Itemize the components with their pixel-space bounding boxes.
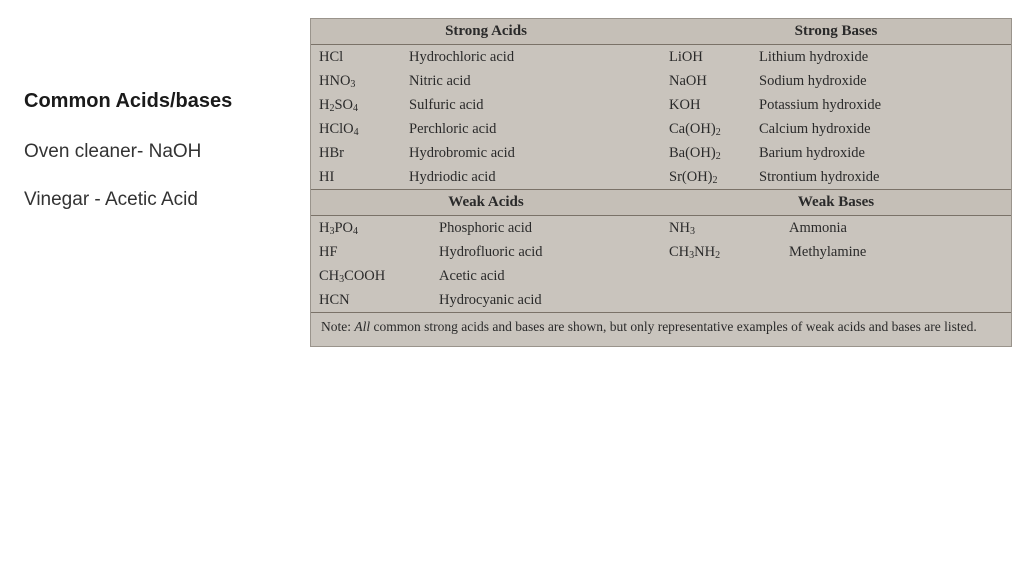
note-rest: common strong acids and bases are shown,…	[370, 319, 977, 334]
col-weak-bases: NH3AmmoniaCH3NH2Methylamine	[661, 216, 1011, 312]
formula: Ba(OH)2	[669, 145, 759, 162]
weak-rows: H3PO4Phosphoric acidHFHydrofluoric acidC…	[311, 216, 1011, 312]
compound-name: Acetic acid	[439, 268, 653, 285]
formula: KOH	[669, 97, 759, 114]
note-prefix: Note:	[321, 319, 354, 334]
example-line-2: Vinegar - Acetic Acid	[24, 189, 298, 211]
compound-name: Hydriodic acid	[409, 169, 653, 186]
compound-name: Phosphoric acid	[439, 220, 653, 237]
table-row: LiOHLithium hydroxide	[661, 45, 1011, 69]
compound-name: Lithium hydroxide	[759, 49, 1003, 66]
table-row: HNO3Nitric acid	[311, 69, 661, 93]
formula: LiOH	[669, 49, 759, 66]
formula: NaOH	[669, 73, 759, 90]
compound-name: Ammonia	[789, 220, 1003, 237]
right-panel: Strong Acids Strong Bases HClHydrochlori…	[310, 0, 1024, 576]
compound-name: Hydrocyanic acid	[439, 292, 653, 309]
formula: HCN	[319, 292, 439, 309]
compound-name: Barium hydroxide	[759, 145, 1003, 162]
formula: CH3NH2	[669, 244, 789, 261]
note-em: All	[354, 319, 370, 334]
formula: H2SO4	[319, 97, 409, 114]
formula: HI	[319, 169, 409, 186]
formula: HNO3	[319, 73, 409, 90]
weak-header-row: Weak Acids Weak Bases	[311, 189, 1011, 216]
table-row: HCNHydrocyanic acid	[311, 288, 661, 312]
compound-name: Nitric acid	[409, 73, 653, 90]
example-line-1: Oven cleaner- NaOH	[24, 141, 298, 163]
table-row: Ba(OH)2Barium hydroxide	[661, 141, 1011, 165]
header-strong-acids: Strong Acids	[311, 19, 661, 44]
table-row: Ca(OH)2Calcium hydroxide	[661, 117, 1011, 141]
table-row: NH3Ammonia	[661, 216, 1011, 240]
table-row: H2SO4Sulfuric acid	[311, 93, 661, 117]
col-strong-bases: LiOHLithium hydroxideNaOHSodium hydroxid…	[661, 45, 1011, 189]
left-panel: Common Acids/bases Oven cleaner- NaOH Vi…	[0, 0, 310, 576]
table-row: CH3NH2Methylamine	[661, 240, 1011, 264]
formula: Sr(OH)2	[669, 169, 759, 186]
formula: Ca(OH)2	[669, 121, 759, 138]
strong-rows: HClHydrochloric acidHNO3Nitric acidH2SO4…	[311, 45, 1011, 189]
compound-name: Calcium hydroxide	[759, 121, 1003, 138]
compound-name: Sulfuric acid	[409, 97, 653, 114]
formula: CH3COOH	[319, 268, 439, 285]
compound-name: Hydrobromic acid	[409, 145, 653, 162]
slide: Common Acids/bases Oven cleaner- NaOH Vi…	[0, 0, 1024, 576]
table-row: HFHydrofluoric acid	[311, 240, 661, 264]
table-row: Sr(OH)2Strontium hydroxide	[661, 165, 1011, 189]
footnote: Note: All common strong acids and bases …	[311, 312, 1011, 346]
textbook-table: Strong Acids Strong Bases HClHydrochlori…	[310, 18, 1012, 347]
table-row: KOHPotassium hydroxide	[661, 93, 1011, 117]
formula: HClO4	[319, 121, 409, 138]
formula: NH3	[669, 220, 789, 237]
formula: HF	[319, 244, 439, 261]
compound-name: Strontium hydroxide	[759, 169, 1003, 186]
strong-header-row: Strong Acids Strong Bases	[311, 19, 1011, 45]
compound-name: Potassium hydroxide	[759, 97, 1003, 114]
page-title: Common Acids/bases	[24, 90, 298, 113]
compound-name: Hydrofluoric acid	[439, 244, 653, 261]
formula: HCl	[319, 49, 409, 66]
header-strong-bases: Strong Bases	[661, 19, 1011, 44]
compound-name: Sodium hydroxide	[759, 73, 1003, 90]
table-row: H3PO4Phosphoric acid	[311, 216, 661, 240]
header-weak-bases: Weak Bases	[661, 190, 1011, 215]
table-row: HClHydrochloric acid	[311, 45, 661, 69]
table-row: HClO4Perchloric acid	[311, 117, 661, 141]
table-row: CH3COOHAcetic acid	[311, 264, 661, 288]
compound-name: Methylamine	[789, 244, 1003, 261]
formula: H3PO4	[319, 220, 439, 237]
compound-name: Perchloric acid	[409, 121, 653, 138]
table-row: HIHydriodic acid	[311, 165, 661, 189]
col-strong-acids: HClHydrochloric acidHNO3Nitric acidH2SO4…	[311, 45, 661, 189]
table-row: HBrHydrobromic acid	[311, 141, 661, 165]
header-weak-acids: Weak Acids	[311, 190, 661, 215]
formula: HBr	[319, 145, 409, 162]
compound-name: Hydrochloric acid	[409, 49, 653, 66]
col-weak-acids: H3PO4Phosphoric acidHFHydrofluoric acidC…	[311, 216, 661, 312]
table-row: NaOHSodium hydroxide	[661, 69, 1011, 93]
